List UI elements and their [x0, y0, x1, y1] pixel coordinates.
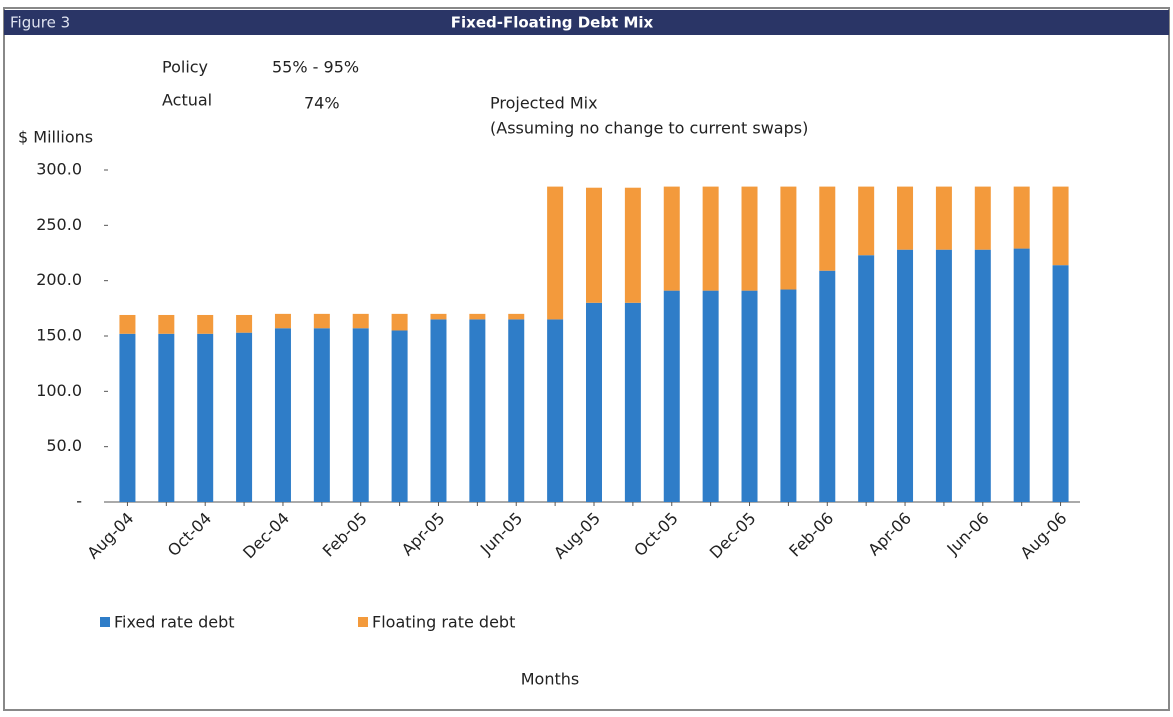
bar-segment: [352, 313, 369, 329]
y-axis-label: $ Millions: [18, 128, 93, 147]
bar-segment: [974, 186, 991, 250]
bar-segment: [274, 328, 291, 502]
bar-segment: [858, 255, 875, 502]
y-tick-label: 150.0: [36, 326, 82, 345]
bar-segment: [741, 290, 758, 502]
x-axis-label: Months: [521, 670, 579, 689]
bar-segment: [430, 319, 447, 502]
bar-segment: [663, 290, 680, 502]
bar-segment: [586, 187, 602, 303]
bar-segment: [313, 313, 330, 329]
y-tick-label: 250.0: [36, 215, 82, 234]
bar-segment: [313, 328, 330, 502]
annotation: Projected Mix: [490, 94, 598, 113]
bar-segment: [274, 313, 291, 329]
bar-segment: [819, 186, 836, 271]
bar-segment: [1052, 265, 1069, 502]
bar-segment: [702, 186, 719, 291]
bar-segment: [624, 187, 641, 303]
annotation: 74%: [304, 94, 340, 113]
bar-segment: [197, 333, 214, 502]
y-tick-label: 300.0: [36, 160, 82, 179]
legend-label: Fixed rate debt: [114, 613, 235, 632]
bar-segment: [391, 330, 408, 502]
bar-segment: [935, 249, 952, 502]
bar-segment: [119, 333, 136, 502]
annotation: Actual: [162, 91, 212, 110]
bar-segment: [119, 314, 136, 334]
bar-segment: [897, 186, 914, 250]
y-tick-label: -: [76, 492, 82, 511]
bar-segment: [158, 314, 175, 334]
legend-swatch: [100, 617, 110, 627]
bar-segment: [858, 186, 875, 256]
bar-segment: [469, 319, 486, 502]
bar-segment: [935, 186, 952, 250]
bar-segment: [508, 319, 525, 502]
bar-segment: [586, 302, 602, 502]
bar-segment: [897, 249, 914, 502]
bar-segment: [663, 186, 680, 291]
bar-segment: [780, 289, 797, 502]
legend-label: Floating rate debt: [372, 613, 515, 632]
bar-segment: [236, 314, 253, 333]
bar-segment: [469, 313, 486, 320]
bar-segment: [236, 332, 253, 502]
legend-swatch: [358, 617, 368, 627]
bar-segment: [819, 270, 836, 502]
bar-segment: [974, 249, 991, 502]
annotation: Policy: [162, 58, 208, 77]
bar-segment: [352, 328, 369, 502]
y-tick-label: 200.0: [36, 270, 82, 289]
bar-segment: [1013, 248, 1030, 502]
header-bar: [4, 10, 1169, 35]
chart-title: Fixed-Floating Debt Mix: [451, 14, 654, 32]
bar-segment: [197, 314, 214, 334]
bar-segment: [741, 186, 758, 291]
bar-segment: [391, 313, 408, 331]
bar-segment: [547, 319, 564, 502]
bar-segment: [624, 302, 641, 502]
figure-label: Figure 3: [10, 14, 70, 32]
bar-segment: [158, 333, 175, 502]
bar-segment: [702, 290, 719, 502]
y-tick-label: 50.0: [46, 436, 82, 455]
bar-segment: [430, 313, 447, 320]
y-tick-label: 100.0: [36, 381, 82, 400]
bar-segment: [547, 186, 564, 320]
bar-segment: [780, 186, 797, 290]
annotation: (Assuming no change to current swaps): [490, 119, 808, 138]
bar-segment: [1052, 186, 1069, 266]
bar-segment: [508, 313, 525, 320]
annotation: 55% - 95%: [272, 58, 359, 77]
bar-segment: [1013, 186, 1030, 249]
